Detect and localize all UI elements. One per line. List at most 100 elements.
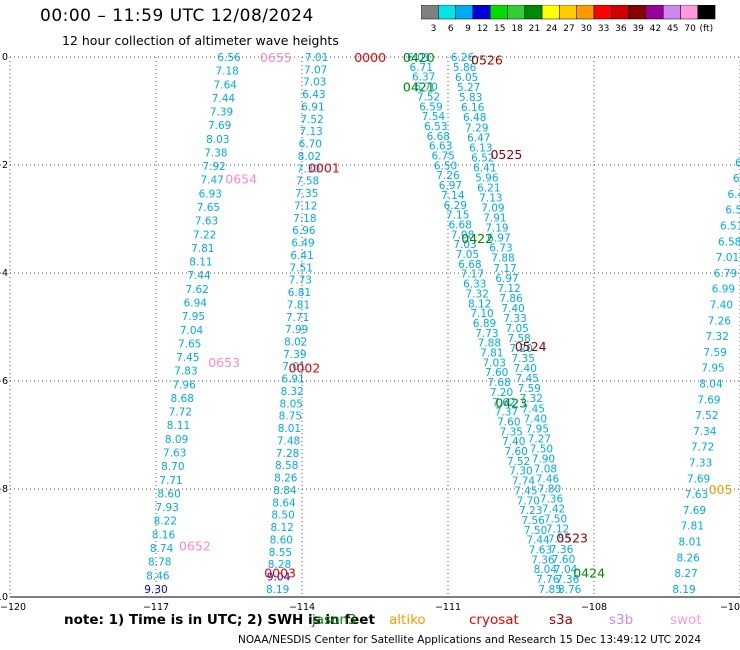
satellite-legend-item: altiko [389,612,426,628]
swh-value-label: 7.60 [552,554,575,566]
swh-value-label: 6.41 [473,162,496,174]
swh-value-label: 7.58 [296,176,319,188]
swh-value-label: 7.35 [500,426,523,438]
swh-value-label: 8.64 [272,497,296,509]
swh-value-label: 7.01 [716,252,739,264]
swh-value-label: 6.75 [431,151,454,163]
swh-value-label: 6.53 [424,121,447,133]
swh-value-label: 6.41 [290,250,313,262]
swh-value-label: 8.60 [270,534,293,546]
swh-value-label: 8.01 [679,537,702,549]
swh-value-label: 7.81 [480,348,503,360]
swh-value-label: 7.13 [299,126,322,138]
swh-value-label: 8.27 [674,568,697,580]
swh-value-label: 7.40 [710,300,733,312]
colorbar-label: 70 [684,24,696,34]
swh-value-label: 7.80 [538,484,561,496]
swh-value-label: 7.40 [502,436,525,448]
swh-value-label: 7.05 [505,323,528,335]
swh-value-label: 7.15 [446,210,469,222]
pass-time-label: 0655 [260,50,292,65]
swh-value-label: 6.48 [463,112,486,124]
swh-value-label: 7.71 [159,475,182,487]
swh-value-label: 7.70 [517,495,540,507]
swh-value-label: 8.05 [280,398,303,410]
satellite-legend-item: cryosat [469,612,519,628]
swh-value-label: 7.29 [465,122,488,134]
swh-value-label: 7.58 [507,333,530,345]
swh-value-label: 9.30 [144,584,167,596]
swh-value-label: 7.95 [701,363,724,375]
swh-value-label: 6.21 [477,182,500,194]
swh-value-label: 7.59 [518,383,541,395]
footer-note: note: 1) Time is in UTC; 2) SWH is in fe… [64,612,375,628]
page-title: 00:00 – 11:59 UTC 12/08/2024 [40,6,314,26]
pass-time-label: 0420 [403,50,435,65]
swh-value-label: 7.76 [536,574,560,586]
swh-value-label: 7.73 [475,328,498,340]
swh-value-label: 7.88 [491,253,514,265]
swh-value-label: 6.52 [471,152,494,164]
pass-time-label: 0422 [461,231,493,246]
colorbar-label: 33 [598,24,609,34]
swh-value-label: 6.68 [448,219,471,231]
pass-time-label: 0524 [515,339,547,354]
swh-value-label: 7.34 [693,426,717,438]
swh-value-label: 7.96 [172,379,196,391]
wave-height-chart: −120 −117 −114 −111 −108 −10 0 −2 −4 −6 −8 −10 6.56 7… [0,50,740,612]
swh-value-label: 8.58 [275,460,298,472]
swh-value-label: 8.19 [266,584,289,596]
swh-value-label: 7.60 [504,446,527,458]
swh-value-label: 7.95 [526,423,549,435]
colorbar-label: 27 [563,24,574,34]
swh-value-label: 6.5 [725,205,740,217]
swh-value-label: 8.46 [146,570,170,582]
pass-time-label: 0424 [573,566,605,581]
swh-value-label: 7.03 [483,357,506,369]
swh-value-label: 7.17 [461,269,484,281]
swh-value-label: 8.11 [189,257,212,269]
satellite-legend-item: s3b [609,612,634,628]
swh-value-label: 8.78 [148,557,171,569]
swh-value-label: 7.81 [191,243,214,255]
swh-value-label: 8.26 [274,473,298,485]
swh-value-label: 7.13 [479,193,502,205]
swh-value-label: 8.19 [672,584,695,596]
swh-value-label: 6.4 [728,189,740,201]
swh-value-label: 7.17 [493,263,516,275]
swh-value-label: 7.39 [210,107,233,119]
swh-value-label: 6.58 [718,236,740,248]
swh-value-label: 7.92 [202,161,225,173]
swh-value-label: 7.90 [532,453,555,465]
swh-value-label: 7.26 [436,170,460,182]
swh-value-label: 7.71 [286,312,309,324]
swh-value-label: 8.68 [171,393,194,405]
swh-value-label: 7.85 [539,584,562,596]
swh-value-label: 7.36 [531,554,555,566]
swh-value-label: 7.47 [200,175,223,187]
colorbar-label: 39 [632,24,644,34]
swh-value-label: 7.36 [540,494,564,506]
swh-value-label: 7.72 [691,442,714,454]
swh-value-label: 7.65 [197,202,220,214]
swh-value-label: 7.07 [304,64,327,76]
swh-value-label: 7.40 [501,303,524,315]
swh-value-label: 7.95 [182,311,205,323]
swh-value-label: 6.70 [299,139,322,151]
y-tick-label: −6 [0,376,8,387]
swh-value-label: 7.91 [483,213,506,225]
swh-value-label: 7.01 [282,361,305,373]
swh-value-label: 6.68 [427,131,450,143]
swh-value-label: 7.08 [534,463,557,475]
swh-value-label: 8.60 [157,488,180,500]
swh-value-label: 7.40 [524,413,547,425]
swh-value-label: 7.04 [180,325,204,337]
swh-value-label: 8.12 [270,522,293,534]
swh-value-label: 6.91 [301,101,324,113]
swh-value-label: 7.63 [529,545,552,557]
swh-value-label: 6.16 [461,102,485,114]
swh-value-label: 6.01 [407,52,430,64]
x-tick-label: −111 [435,602,461,612]
swh-value-label: 7.55 [548,534,571,546]
swh-value-label: 8.22 [154,516,177,528]
